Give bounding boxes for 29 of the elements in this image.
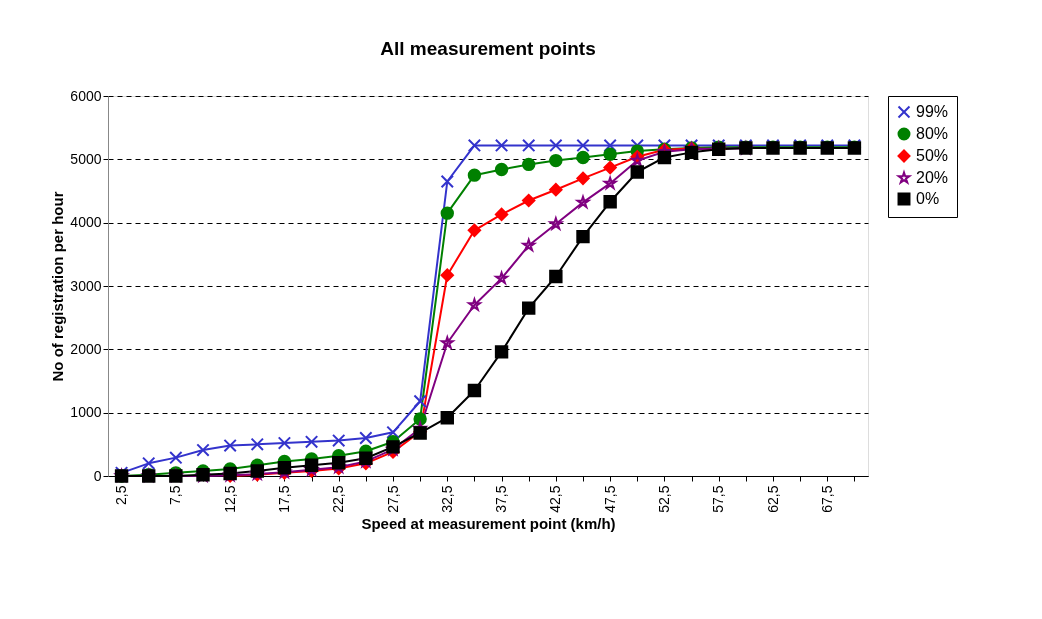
- x-tick-label: 42,5: [547, 485, 564, 513]
- x-tick-label: 17,5: [275, 485, 292, 513]
- x-tick-label: 47,5: [601, 485, 618, 513]
- x-tick-label: 7,5: [167, 485, 184, 505]
- y-tick-label: 4000: [70, 214, 102, 231]
- x-tick-label: 67,5: [818, 485, 835, 513]
- y-axis-title: No of registration per hour: [49, 191, 67, 382]
- legend-label: 20%: [916, 169, 949, 186]
- x-tick-label: 27,5: [384, 485, 401, 513]
- x-tick-label: 62,5: [764, 485, 781, 513]
- legend-label: 0%: [916, 190, 940, 207]
- x-tick-label: 12,5: [221, 485, 238, 513]
- y-tick-label: 3000: [70, 277, 102, 294]
- y-tick-label: 2000: [70, 340, 102, 357]
- y-tick-label: 1000: [70, 404, 102, 421]
- y-tick-label: 6000: [70, 87, 102, 104]
- legend-label: 50%: [916, 147, 949, 164]
- legend-label: 99%: [916, 103, 949, 120]
- y-tick-label: 0: [93, 467, 102, 484]
- x-axis-title: Speed at measurement point (km/h): [361, 514, 616, 532]
- x-tick-label: 32,5: [438, 485, 455, 513]
- x-tick-label: 57,5: [710, 485, 727, 513]
- x-tick-label: 37,5: [493, 485, 510, 513]
- x-tick-label: 52,5: [655, 485, 672, 513]
- x-tick-label: 2,5: [113, 485, 130, 505]
- chart-title: All measurement points: [380, 38, 596, 59]
- x-tick-label: 22,5: [330, 485, 347, 513]
- legend-label: 80%: [916, 125, 949, 142]
- y-tick-label: 5000: [70, 150, 102, 167]
